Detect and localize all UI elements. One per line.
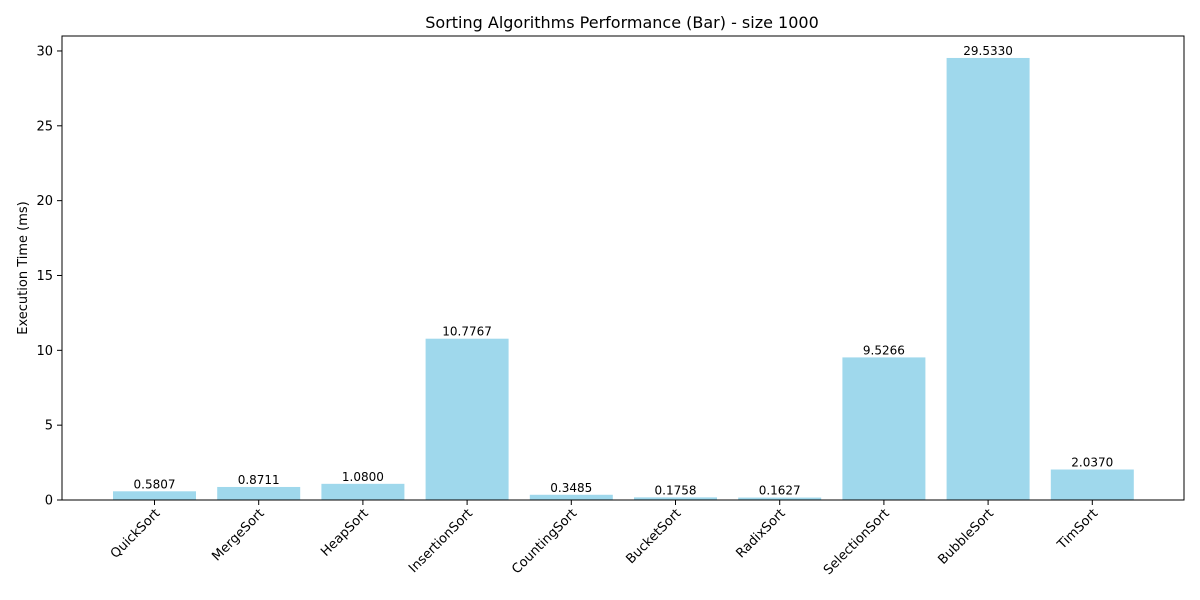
x-tick-label: MergeSort [209,506,267,564]
x-tick-label: BubbleSort [935,506,996,567]
bar-selectionsort [842,357,926,500]
plot-frame [61,35,1185,501]
bar-countingsort [529,494,613,500]
x-tick-label: RadixSort [733,506,788,561]
y-tick-label: 30 [36,44,53,59]
data-label: 0.8711 [238,473,280,487]
bar-bucketsort [634,497,717,500]
x-tick-label: CountingSort [509,506,580,577]
x-tick-label: TimSort [1054,506,1101,553]
chart-title: Sorting Algorithms Performance (Bar) - s… [425,13,819,32]
y-tick-label: 0 [45,494,53,509]
x-tick-label: QuickSort [108,506,163,561]
data-label: 0.1758 [655,483,697,497]
data-label: 2.0370 [1071,456,1113,470]
x-tick-label: HeapSort [318,506,371,559]
bar-heapsort [321,483,405,500]
bar-bubblesort [946,57,1030,501]
bar-insertionsort [425,338,509,500]
y-tick-label: 15 [36,269,53,284]
y-tick-label: 5 [45,419,53,434]
data-label: 29.5330 [963,44,1013,58]
data-label: 0.5807 [134,477,176,491]
y-tick-label: 10 [36,344,53,359]
bar-radixsort [738,497,822,500]
bar-mergesort [217,486,301,500]
bar-quicksort [113,491,196,500]
y-tick-label: 20 [36,194,53,209]
x-tick-label: BucketSort [623,506,684,567]
data-label: 10.7767 [442,325,492,339]
data-label: 1.0800 [342,470,384,484]
y-axis-label: Execution Time (ms) [16,201,31,334]
data-label: 0.1627 [759,484,801,498]
x-tick-label: SelectionSort [821,506,893,578]
y-tick-label: 25 [36,119,53,134]
plot-area: 0 5 10 15 20 25 30 0.5807 QuickSort 0.8711 MergeSo… [36,44,1134,578]
bar-timsort [1050,469,1134,500]
data-label: 0.3485 [550,481,592,495]
x-tick-label: InsertionSort [406,506,476,576]
data-label: 9.5266 [863,343,905,357]
